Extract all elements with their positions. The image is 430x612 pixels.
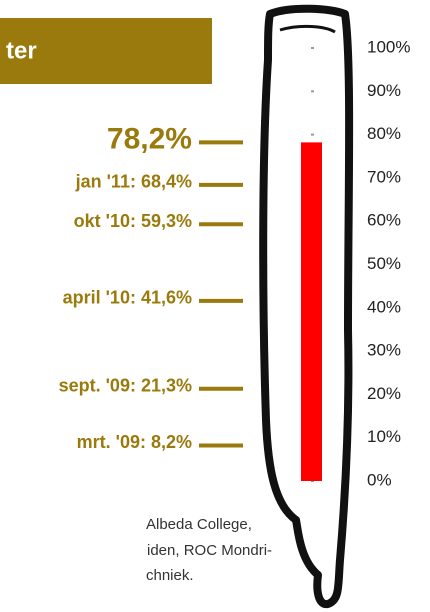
thermometer-bar (301, 142, 322, 481)
y-tick-label: 60% (367, 211, 401, 230)
value-label: mrt. '09: 8,2% (77, 432, 192, 452)
value-label: 78,2% (107, 122, 192, 155)
note-line: iden, ROC Mondri- (147, 542, 272, 559)
value-label: sept. '09: 21,3% (59, 376, 192, 396)
note-line: chniek. (146, 567, 194, 584)
value-label: okt '10: 59,3% (74, 211, 192, 231)
y-tick-label: 80% (367, 124, 401, 143)
chart: ter Albeda College, iden, ROC Mondri- ch… (0, 0, 430, 612)
y-tick-label: 100% (367, 37, 410, 56)
note-line: Albeda College, (146, 516, 252, 533)
value-label: april '10: 41,6% (63, 288, 192, 308)
y-tick-label: 10% (367, 427, 401, 446)
y-tick-label: 0% (367, 470, 392, 489)
value-label: jan '11: 68,4% (75, 172, 192, 192)
y-tick-label: 70% (367, 167, 401, 186)
header-title: ter (6, 37, 37, 64)
y-tick-label: 50% (367, 254, 401, 273)
y-tick-label: 30% (367, 341, 401, 360)
thermometer-inner (280, 26, 335, 32)
y-tick-label: 20% (367, 384, 401, 403)
y-tick-label: 90% (367, 81, 401, 100)
y-tick-label: 40% (367, 297, 401, 316)
